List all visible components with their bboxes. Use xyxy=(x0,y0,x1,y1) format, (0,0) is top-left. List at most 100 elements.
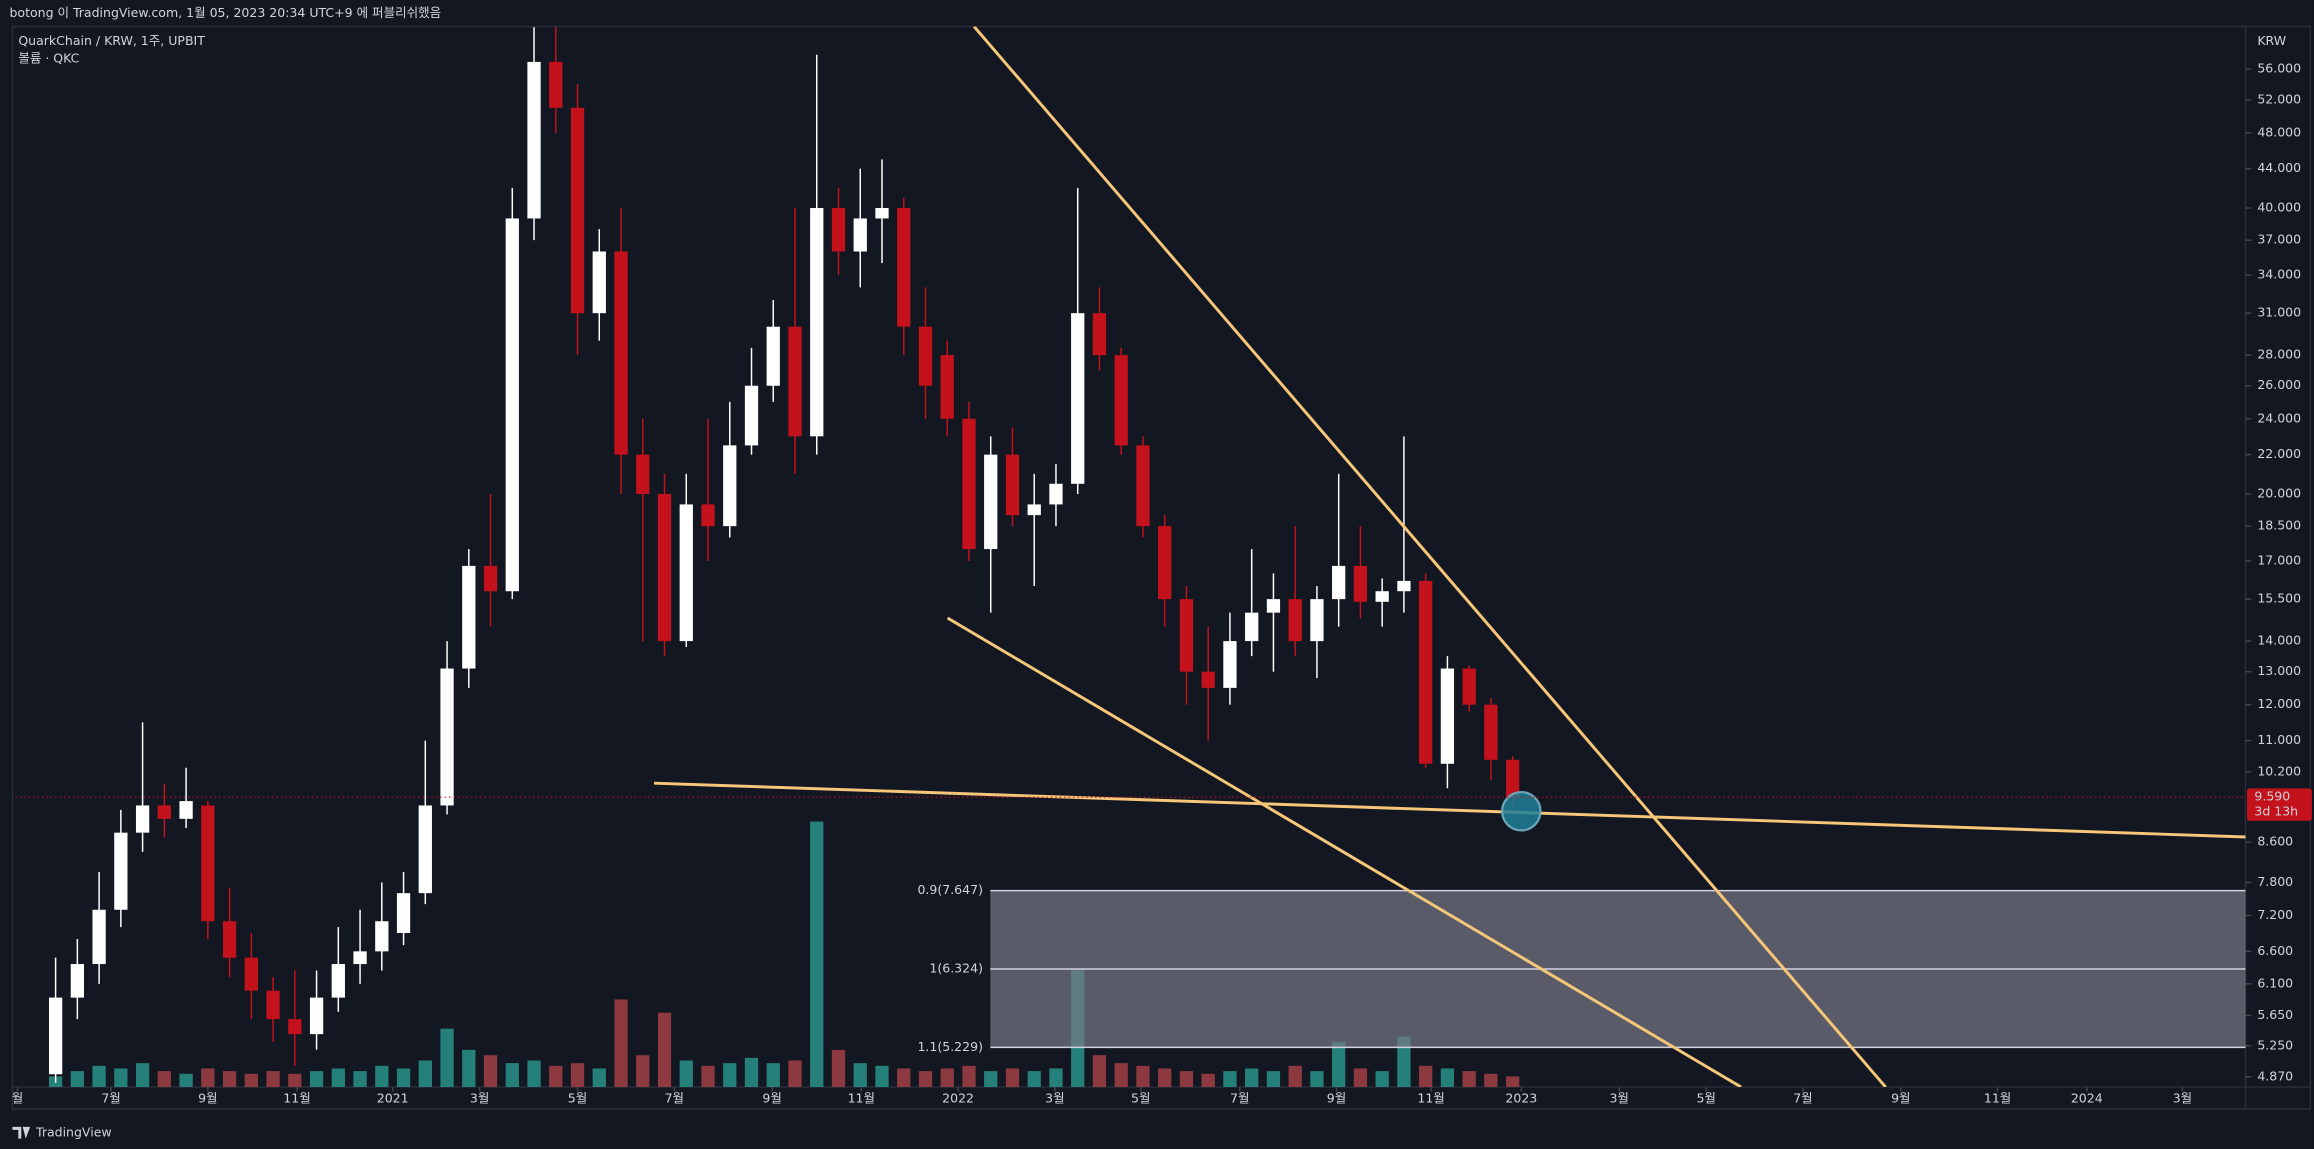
candle-body xyxy=(984,454,998,550)
candle-body xyxy=(179,801,193,819)
y-tick-label: 7.800 xyxy=(2257,874,2293,889)
y-tick-label: 8.600 xyxy=(2257,834,2293,849)
volume-bar xyxy=(766,1063,780,1088)
volume-bar xyxy=(897,1068,911,1088)
candle-body xyxy=(1092,313,1107,356)
countdown: 3d 13h xyxy=(2254,803,2298,818)
x-tick-label: 5월 xyxy=(1131,1090,1150,1105)
candle-body xyxy=(309,997,324,1035)
volume-bar xyxy=(984,1071,998,1088)
volume-bar xyxy=(549,1065,563,1088)
volume-bar xyxy=(505,1063,519,1088)
candle-body xyxy=(810,208,824,437)
volume-bar xyxy=(1049,1068,1063,1088)
volume-bar xyxy=(266,1071,280,1088)
y-tick-label: 22.000 xyxy=(2257,446,2301,461)
volume-bar xyxy=(853,1063,867,1088)
candle-body xyxy=(1245,612,1259,642)
candle-body xyxy=(1223,641,1237,688)
y-tick-label: 40.000 xyxy=(2257,200,2301,215)
candle-body xyxy=(353,951,367,965)
volume-bar xyxy=(135,1063,150,1088)
y-tick-label: 15.500 xyxy=(2257,591,2301,606)
volume-bar xyxy=(1158,1068,1172,1088)
chart-subtitle: 볼륨 · QKC xyxy=(18,50,79,65)
volume-bar xyxy=(962,1065,976,1088)
volume-bar xyxy=(1397,1036,1411,1088)
y-tick-label: 18.500 xyxy=(2257,518,2301,533)
y-tick-label: 52.000 xyxy=(2257,91,2301,106)
fib-label: 1.1(5.229) xyxy=(917,1039,983,1054)
volume-bar xyxy=(875,1065,889,1088)
candle-body xyxy=(592,251,606,314)
fib-label: 1(6.324) xyxy=(929,960,983,975)
candle-body xyxy=(396,893,411,934)
candle-body xyxy=(418,805,432,894)
volume-bar xyxy=(244,1073,258,1088)
x-tick-label: 3월 xyxy=(470,1090,489,1105)
volume-bar xyxy=(201,1068,215,1088)
plot-area xyxy=(48,26,2246,1088)
volume-bar xyxy=(157,1071,171,1088)
candle-body xyxy=(744,385,759,446)
volume-bar xyxy=(440,1028,454,1088)
trendlines xyxy=(653,26,2246,1088)
x-tick-label: 11월 xyxy=(1417,1090,1444,1105)
candle-body xyxy=(1158,526,1172,600)
y-tick-label: 6.600 xyxy=(2257,943,2293,958)
candle-body xyxy=(1462,668,1476,705)
volume-bar xyxy=(1179,1071,1194,1088)
candle-body xyxy=(48,997,63,1075)
candle-body xyxy=(505,218,519,592)
candle-body xyxy=(1071,313,1085,484)
candle-body xyxy=(201,805,215,922)
x-tick-label: 7월 xyxy=(665,1090,684,1105)
candle-body xyxy=(288,1019,302,1035)
volume-bar xyxy=(614,999,628,1088)
volume-bar xyxy=(353,1071,367,1088)
x-tick-label: 11월 xyxy=(283,1090,310,1105)
tv-logo xyxy=(12,1126,31,1139)
volume-bar xyxy=(527,1060,541,1088)
y-tick-label: 28.000 xyxy=(2257,347,2301,362)
candle-body xyxy=(1419,580,1433,764)
y-tick-label: 5.250 xyxy=(2257,1037,2293,1052)
volume-bar xyxy=(1201,1073,1215,1088)
candle-body xyxy=(1332,565,1346,600)
y-tick-label: 37.000 xyxy=(2257,232,2301,247)
candle-body xyxy=(766,326,780,386)
y-tick-label: 11.000 xyxy=(2257,732,2301,747)
volume-bar xyxy=(1288,1065,1302,1088)
volume-bar xyxy=(831,1049,846,1088)
x-tick-label: 3월 xyxy=(1609,1090,1628,1105)
price-unit: KRW xyxy=(2257,33,2286,48)
y-tick-label: 20.000 xyxy=(2257,485,2301,500)
candle-body xyxy=(1353,565,1368,602)
candle-layer xyxy=(48,27,1520,1083)
candle-body xyxy=(462,565,476,669)
volume-bar xyxy=(940,1068,954,1088)
x-tick-label: 9월 xyxy=(1327,1090,1346,1105)
volume-bar xyxy=(1419,1065,1433,1088)
last-price-label: 9.590 xyxy=(2254,789,2290,804)
volume-bar xyxy=(1332,1041,1346,1088)
y-tick-label: 44.000 xyxy=(2257,160,2301,175)
volume-bar xyxy=(1092,1055,1107,1088)
volume-bar xyxy=(1440,1068,1455,1088)
x-tick-label: 7월 xyxy=(101,1090,120,1105)
volume-bar xyxy=(701,1065,715,1088)
candle-body xyxy=(92,909,106,965)
y-tick-label: 5.650 xyxy=(2257,1007,2293,1022)
volume-bar xyxy=(810,821,824,1088)
candle-body xyxy=(940,355,954,419)
candle-body xyxy=(527,61,541,219)
volume-bar xyxy=(1506,1076,1520,1088)
x-tick-label: 2021 xyxy=(377,1090,409,1105)
last-price-tag xyxy=(2247,788,2312,821)
candle-body xyxy=(157,805,171,819)
x-tick-label: 9월 xyxy=(198,1090,217,1105)
volume-bar xyxy=(1005,1068,1020,1088)
candle-body xyxy=(266,990,280,1020)
candle-body xyxy=(1506,759,1520,798)
